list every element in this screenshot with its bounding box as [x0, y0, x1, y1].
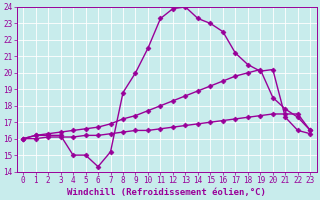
- X-axis label: Windchill (Refroidissement éolien,°C): Windchill (Refroidissement éolien,°C): [67, 188, 266, 197]
